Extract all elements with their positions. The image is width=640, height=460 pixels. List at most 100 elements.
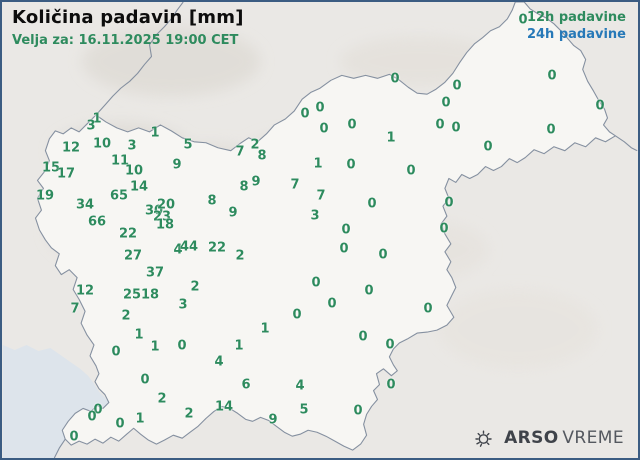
station-value: 14 — [129, 179, 149, 195]
station-value: 0 — [441, 95, 451, 111]
station-value: 44 — [179, 239, 199, 255]
legend-item-24h[interactable]: 24h padavine — [526, 27, 626, 42]
station-value: 2 — [190, 279, 200, 295]
station-value: 2 — [184, 406, 194, 422]
arso-vreme-wordmark: ARSO VREME — [504, 428, 624, 448]
station-value: 0 — [595, 98, 605, 114]
station-value: 22 — [207, 240, 227, 256]
station-value: 0 — [69, 429, 79, 445]
station-value: 12 — [61, 140, 81, 156]
station-value: 0 — [87, 409, 97, 425]
station-value: 0 — [341, 222, 351, 238]
station-value: 10 — [124, 163, 144, 179]
station-value: 1 — [313, 156, 323, 172]
station-value: 4 — [295, 378, 305, 394]
station-value: 0 — [435, 117, 445, 133]
station-value: 11 — [110, 153, 130, 169]
station-value: 0 — [111, 344, 121, 360]
station-value: 0 — [327, 296, 337, 312]
station-value: 0 — [339, 241, 349, 257]
station-value: 0 — [518, 12, 528, 28]
station-value: 37 — [145, 265, 165, 281]
station-value: 9 — [268, 412, 278, 428]
map-header: Količina padavin [mm] Velja za: 16.11.20… — [12, 7, 244, 49]
station-value: 0 — [177, 338, 187, 354]
station-value: 0 — [483, 139, 493, 155]
station-value: 30 — [144, 203, 164, 219]
station-value: 0 — [140, 372, 150, 388]
station-value: 1 — [135, 411, 145, 427]
station-value: 12 — [75, 283, 95, 299]
station-value: 19 — [35, 188, 55, 204]
station-value: 2 — [235, 248, 245, 264]
station-value: 1 — [386, 130, 396, 146]
sun-icon — [475, 430, 492, 447]
station-value: 0 — [385, 337, 395, 353]
station-value: 9 — [251, 174, 261, 190]
vreme-label: VREME — [562, 428, 624, 448]
station-value: 1 — [134, 327, 144, 343]
station-value: 9 — [228, 205, 238, 221]
station-value: 4 — [214, 354, 224, 370]
station-value: 4 — [173, 242, 183, 258]
station-value: 65 — [109, 188, 129, 204]
station-value: 0 — [367, 196, 377, 212]
station-value: 2 — [250, 137, 260, 153]
station-value: 0 — [364, 283, 374, 299]
station-value: 20 — [156, 197, 176, 213]
station-value: 0 — [93, 402, 103, 418]
slovenia-outline — [34, 2, 616, 451]
station-value: 1 — [150, 125, 160, 141]
station-value: 1 — [234, 338, 244, 354]
station-value: 0 — [452, 78, 462, 94]
station-value: 5 — [299, 402, 309, 418]
station-value: 18 — [155, 217, 175, 233]
valid-time-label: Velja za: 16.11.2025 19:00 CET — [12, 32, 239, 48]
station-value: 0 — [292, 307, 302, 323]
station-value: 34 — [75, 197, 95, 213]
station-value: 0 — [311, 275, 321, 291]
station-value: 10 — [92, 136, 112, 152]
station-value: 7 — [70, 301, 80, 317]
station-value: 2 — [121, 308, 131, 324]
station-value: 0 — [319, 121, 329, 137]
station-value: 7 — [316, 188, 326, 204]
station-value: 8 — [257, 148, 267, 164]
arso-vreme-logo: ARSO VREME — [471, 426, 624, 450]
station-value: 0 — [115, 416, 125, 432]
station-value: 9 — [172, 157, 182, 173]
station-value: 3 — [178, 297, 188, 313]
station-value: 3 — [86, 118, 96, 134]
station-value: 0 — [444, 195, 454, 211]
station-value: 3 — [310, 208, 320, 224]
station-value: 8 — [207, 193, 217, 209]
station-value: 23 — [152, 209, 172, 225]
legend: 12h padavine 24h padavine — [527, 9, 626, 43]
station-value: 1 — [150, 339, 160, 355]
station-value: 18 — [140, 287, 160, 303]
station-value: 0 — [439, 221, 449, 237]
station-value: 0 — [406, 163, 416, 179]
station-value: 1 — [92, 111, 102, 127]
sea-area — [2, 344, 109, 458]
station-value: 0 — [300, 106, 310, 122]
station-value: 0 — [353, 403, 363, 419]
station-value: 8 — [239, 179, 249, 195]
station-value: 25 — [122, 287, 142, 303]
arso-label: ARSO — [504, 428, 559, 448]
station-value: 1 — [260, 321, 270, 337]
station-value: 0 — [347, 117, 357, 133]
station-value: 14 — [214, 399, 234, 415]
page-title: Količina padavin [mm] — [12, 7, 244, 28]
station-value: 0 — [390, 71, 400, 87]
station-value: 27 — [123, 248, 143, 264]
station-value: 0 — [423, 301, 433, 317]
station-value: 0 — [451, 120, 461, 136]
station-value: 0 — [546, 122, 556, 138]
station-value: 5 — [183, 137, 193, 153]
legend-item-12h[interactable]: 12h padavine — [526, 10, 626, 25]
station-value: 0 — [346, 157, 356, 173]
